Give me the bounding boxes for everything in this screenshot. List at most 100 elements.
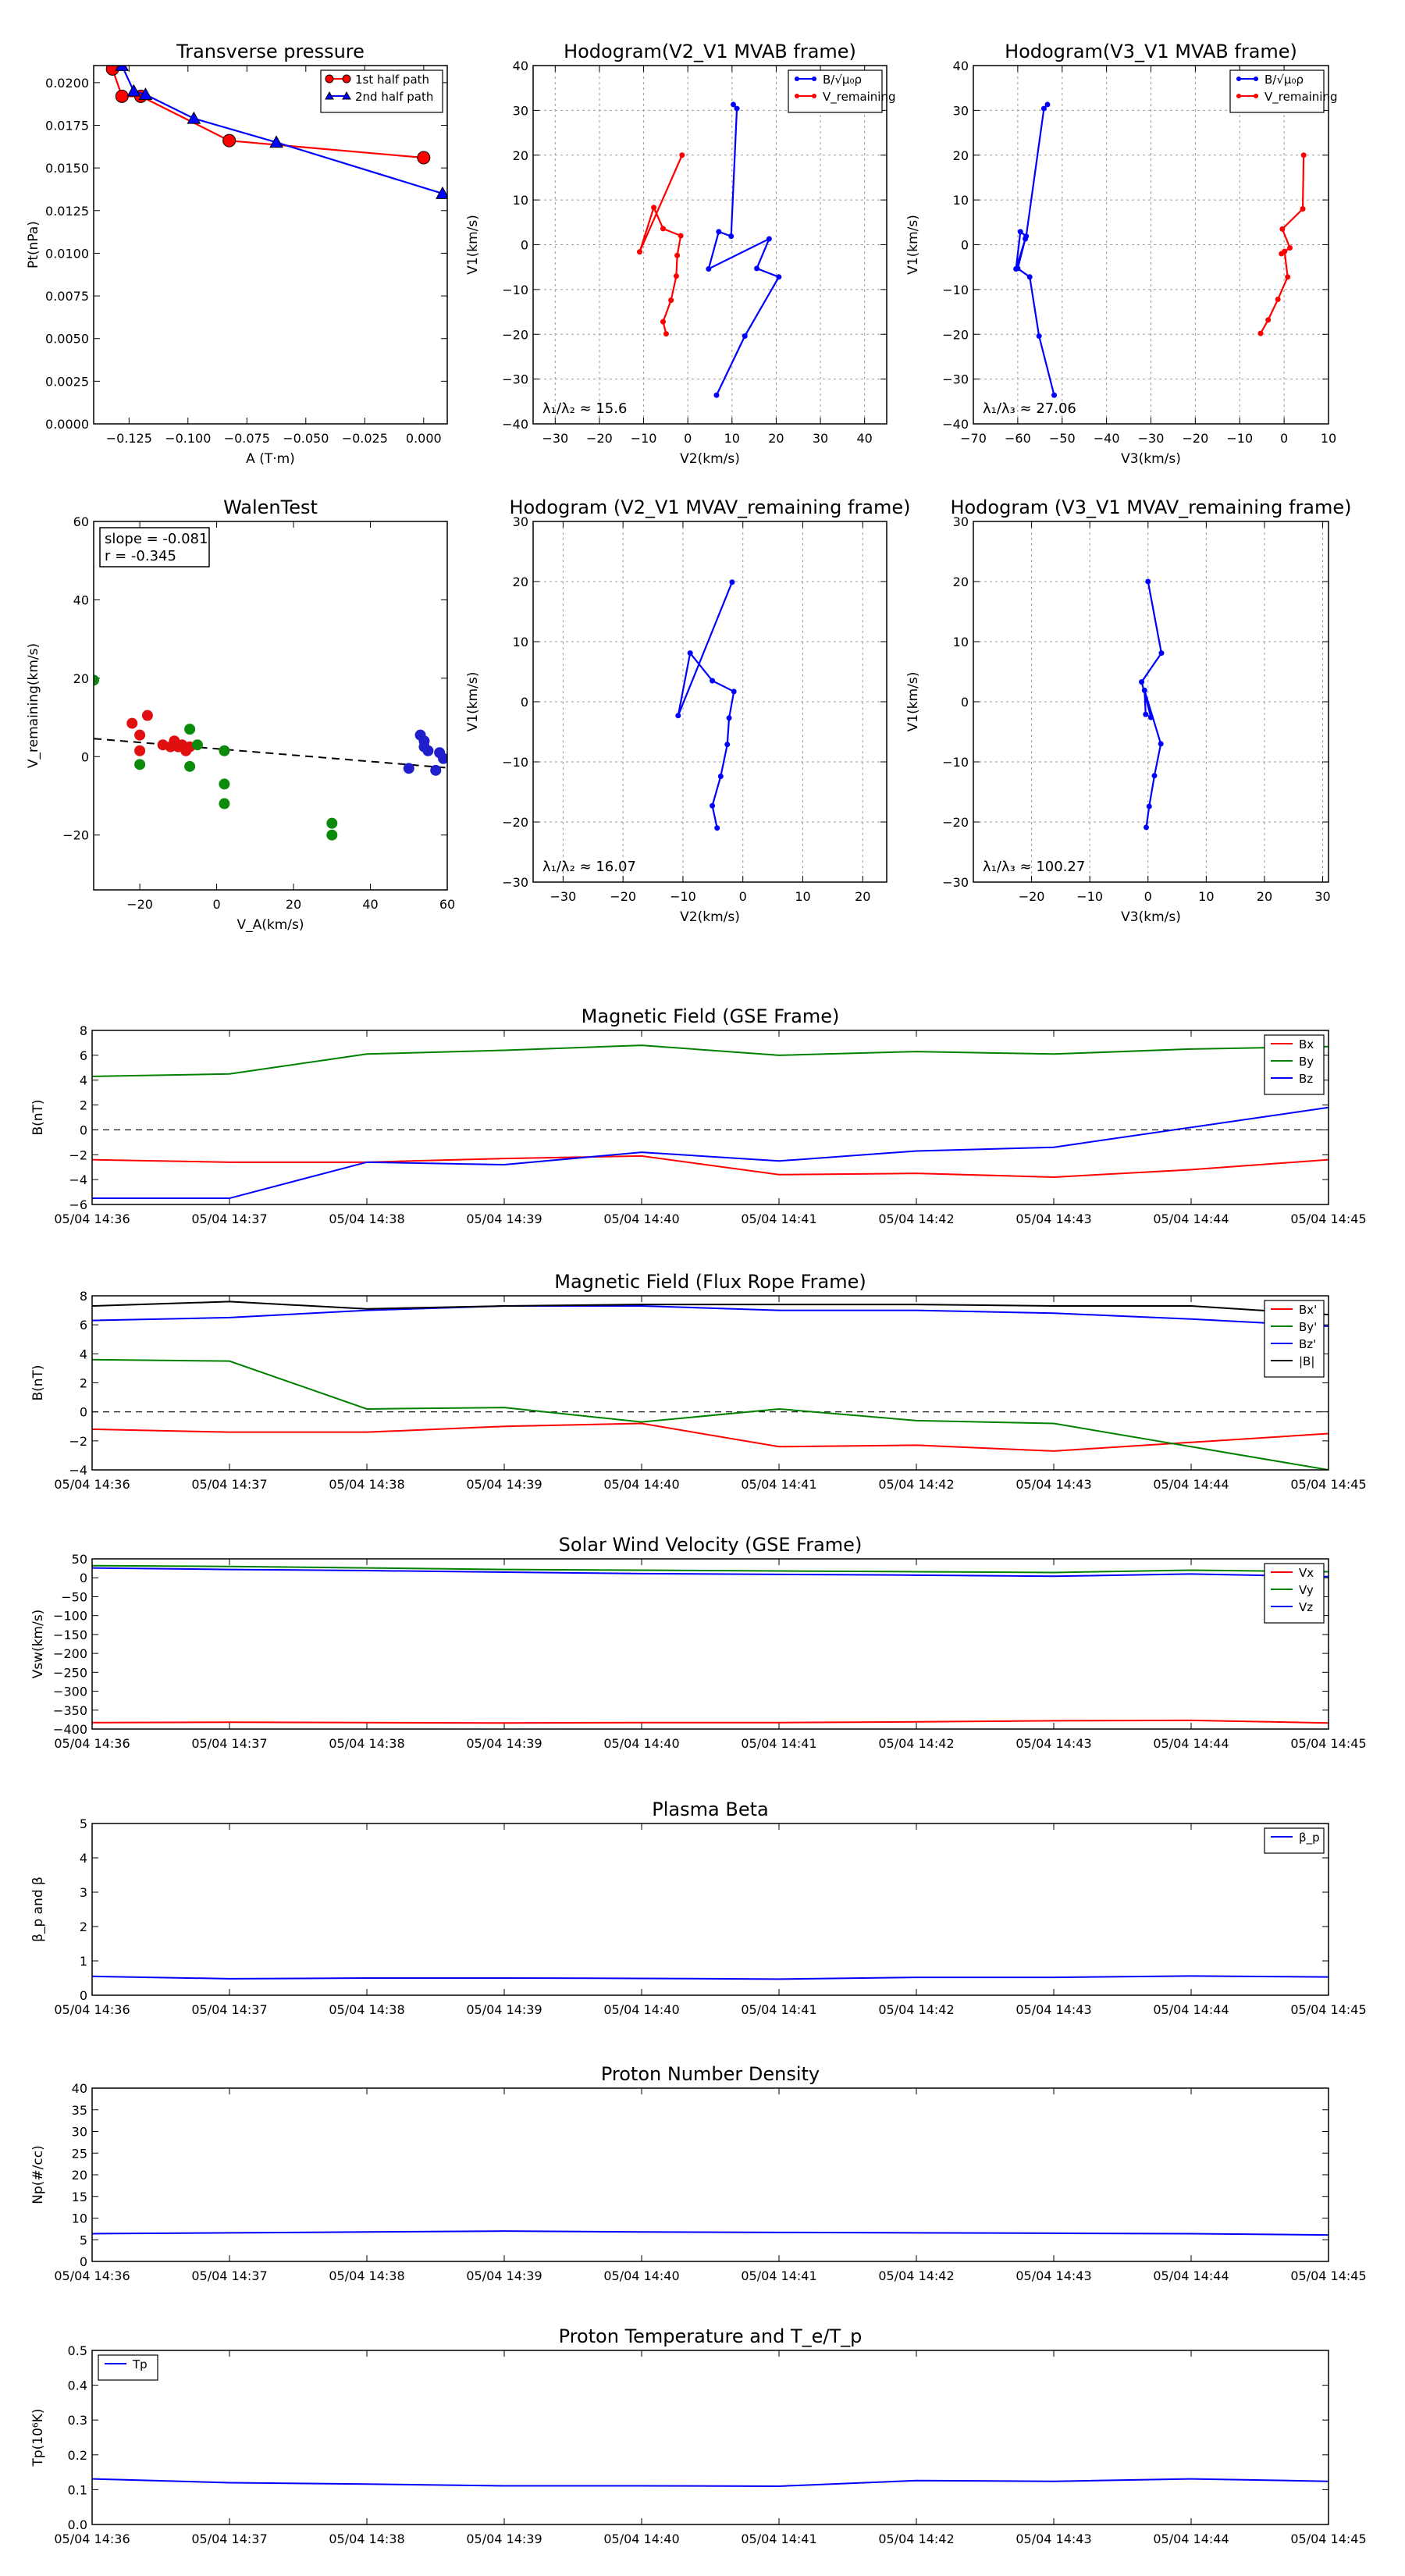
y-tick-label: 40	[513, 59, 528, 73]
series-line	[92, 1305, 1329, 1328]
y-tick-label: 0.0025	[45, 374, 89, 389]
x-tick-label: 05/04 14:39	[466, 2532, 542, 2546]
x-tick-label: −10	[1076, 889, 1103, 904]
scatter-point	[184, 724, 196, 735]
x-axis-label: V3(km/s)	[1121, 451, 1181, 467]
data-point	[717, 773, 724, 779]
series-line	[707, 104, 781, 396]
x-tick-label: 05/04 14:43	[1016, 2002, 1091, 2017]
x-tick-label: 05/04 14:45	[1290, 1477, 1366, 1492]
chart-title: Magnetic Field (GSE Frame)	[582, 1005, 840, 1027]
y-tick-label: −6	[69, 1197, 87, 1212]
legend-box	[1229, 69, 1325, 113]
series-0	[92, 1719, 1329, 1724]
data-point	[776, 274, 782, 280]
legend-marker	[1236, 94, 1241, 98]
x-tick-label: 05/04 14:40	[603, 2002, 679, 2017]
data-point	[1151, 773, 1158, 779]
data-point	[673, 273, 679, 279]
scatter-point	[438, 753, 447, 764]
x-tick-label: −30	[1138, 431, 1165, 446]
data-point	[675, 713, 681, 719]
x-tick-label: 05/04 14:43	[1016, 1736, 1091, 1751]
x-tick-label: 05/04 14:40	[603, 1736, 679, 1751]
series-line	[92, 1044, 1329, 1077]
y-tick-label: 30	[953, 103, 969, 118]
data-point	[731, 688, 737, 695]
y-axis-label: V_remaining(km/s)	[26, 643, 41, 768]
series-line	[92, 1358, 1329, 1470]
y-tick-label: −20	[502, 815, 528, 830]
x-tick-label: 05/04 14:45	[1290, 1212, 1366, 1226]
series-line	[92, 1975, 1329, 1980]
x-tick-label: 05/04 14:37	[191, 1736, 267, 1751]
y-tick-label: 20	[73, 671, 89, 686]
x-tick-label: 05/04 14:36	[54, 1212, 130, 1226]
data-point	[1040, 105, 1047, 112]
y-tick-label: 20	[953, 575, 969, 589]
plot-data	[92, 1564, 1329, 1724]
series-line	[638, 155, 683, 334]
data-point	[1026, 274, 1033, 280]
series-1	[1257, 152, 1307, 336]
legend-marker	[1236, 76, 1241, 81]
y-tick-label: 30	[513, 103, 528, 118]
legend-marker	[812, 94, 816, 98]
x-tick-label: −30	[542, 431, 568, 446]
y-tick-label: −30	[502, 875, 528, 890]
data-point	[1146, 803, 1152, 809]
x-tick-label: 05/04 14:42	[878, 2268, 954, 2283]
data-marker	[269, 135, 283, 148]
x-tick-label: 05/04 14:37	[191, 1477, 267, 1492]
axes-frame	[91, 1823, 1329, 1996]
x-tick-label: 05/04 14:41	[741, 1212, 816, 1226]
chart-magnetic-field-gse: Magnetic Field (GSE Frame) −6 −4 −2 0 2 4 6 8 05/…	[30, 1005, 1367, 1226]
data-point	[1285, 274, 1291, 280]
plot-data	[1013, 101, 1307, 398]
x-tick-label: −10	[670, 889, 696, 904]
data-point	[726, 715, 732, 721]
y-axis-label: V1(km/s)	[905, 672, 921, 732]
y-tick-label: −40	[942, 417, 969, 432]
legend-marker	[1254, 94, 1258, 98]
data-point	[1144, 824, 1150, 831]
data-point	[1158, 741, 1164, 747]
series-1	[92, 1044, 1329, 1077]
x-tick-label: 05/04 14:39	[466, 2002, 542, 2017]
legend: Bx By Bz	[1264, 1034, 1325, 1095]
y-tick-label: 0.5	[68, 2343, 87, 2358]
x-tick-label: −20	[1182, 431, 1208, 446]
data-point	[660, 226, 666, 232]
y-tick-label: 10	[513, 193, 528, 208]
data-point	[766, 236, 772, 242]
legend-label: |B|	[1299, 1354, 1314, 1368]
data-point	[742, 333, 748, 340]
series-line	[92, 1719, 1329, 1724]
x-tick-label: 05/04 14:38	[329, 2002, 404, 2017]
legend-marker	[342, 91, 351, 100]
data-point	[1300, 206, 1306, 212]
scatter-point	[403, 763, 414, 774]
series-line	[92, 1564, 1329, 1574]
legend-box	[1264, 1034, 1325, 1095]
y-axis-label: V1(km/s)	[905, 215, 921, 275]
x-tick-label: 05/04 14:37	[191, 2268, 267, 2283]
scatter-point	[219, 778, 230, 790]
plot-data	[94, 674, 447, 841]
data-point	[679, 152, 685, 158]
y-tick-label: 0	[521, 238, 528, 253]
scatter-point	[165, 741, 176, 753]
x-tick-label: −0.075	[224, 431, 270, 446]
x-tick-label: −30	[550, 889, 577, 904]
y-tick-label: 0.0075	[45, 289, 89, 304]
y-tick-label: 0.0125	[45, 204, 89, 219]
y-tick-label: 2	[80, 1920, 87, 1934]
x-tick-label: 05/04 14:42	[878, 1212, 954, 1226]
series-0	[92, 1155, 1329, 1178]
y-tick-label: 5	[80, 1816, 87, 1831]
y-tick-label: 0	[80, 1988, 87, 2003]
stats-line: r = -0.345	[105, 548, 176, 564]
plot-data	[1139, 578, 1165, 831]
legend-box	[1264, 1300, 1325, 1378]
data-marker	[436, 186, 447, 199]
